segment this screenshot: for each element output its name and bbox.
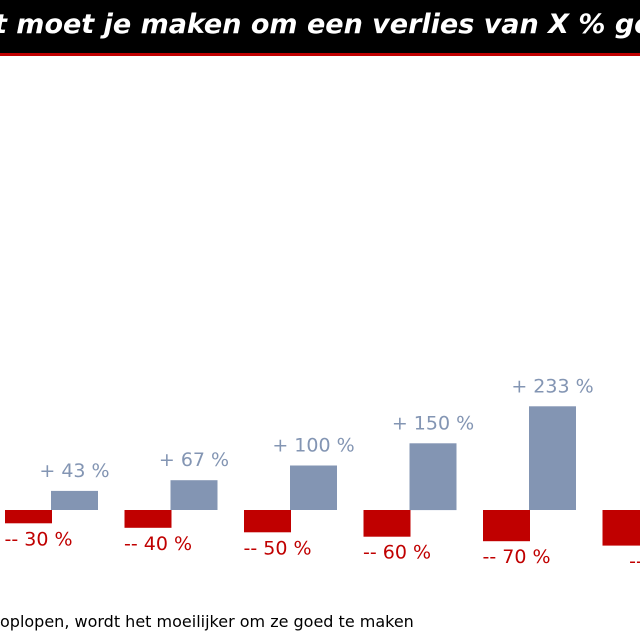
loss-label: -- 50 %: [243, 537, 311, 559]
title-bar: t moet je maken om een verlies van X % g…: [0, 0, 640, 56]
gain-bar: [529, 406, 576, 510]
data-labels: %+ 43 %-- 30 %+ 67 %-- 40 %+ 100 %-- 50 …: [4, 375, 640, 573]
loss-bar: [363, 510, 411, 537]
gain-bar: [170, 480, 218, 510]
gain-label: + 100 %: [272, 435, 354, 457]
gain-bars: [51, 406, 576, 511]
loss-label: -- 70 %: [482, 546, 550, 568]
gain-label: + 67 %: [159, 449, 229, 471]
gain-bar: [290, 465, 337, 510]
footer-note: oplopen, wordt het moeilijker om ze goed…: [0, 612, 414, 631]
gain-label: + 233 %: [511, 375, 593, 397]
loss-bar: [483, 510, 530, 542]
loss-label: -- 30 %: [4, 528, 72, 550]
loss-label: --: [629, 551, 640, 573]
chart-title: t moet je maken om een verlies van X % g…: [0, 9, 640, 40]
gain-label: + 150 %: [392, 412, 474, 434]
loss-bar: [602, 510, 640, 546]
loss-bar: [124, 510, 172, 528]
loss-bar: [244, 510, 291, 533]
loss-label: -- 40 %: [124, 533, 192, 555]
loss-bars: [5, 510, 640, 546]
loss-label: -- 60 %: [363, 542, 431, 564]
gain-label: + 43 %: [39, 460, 109, 482]
gain-bar: [409, 443, 457, 511]
gain-bar: [51, 490, 98, 510]
loss-bar: [5, 510, 52, 524]
